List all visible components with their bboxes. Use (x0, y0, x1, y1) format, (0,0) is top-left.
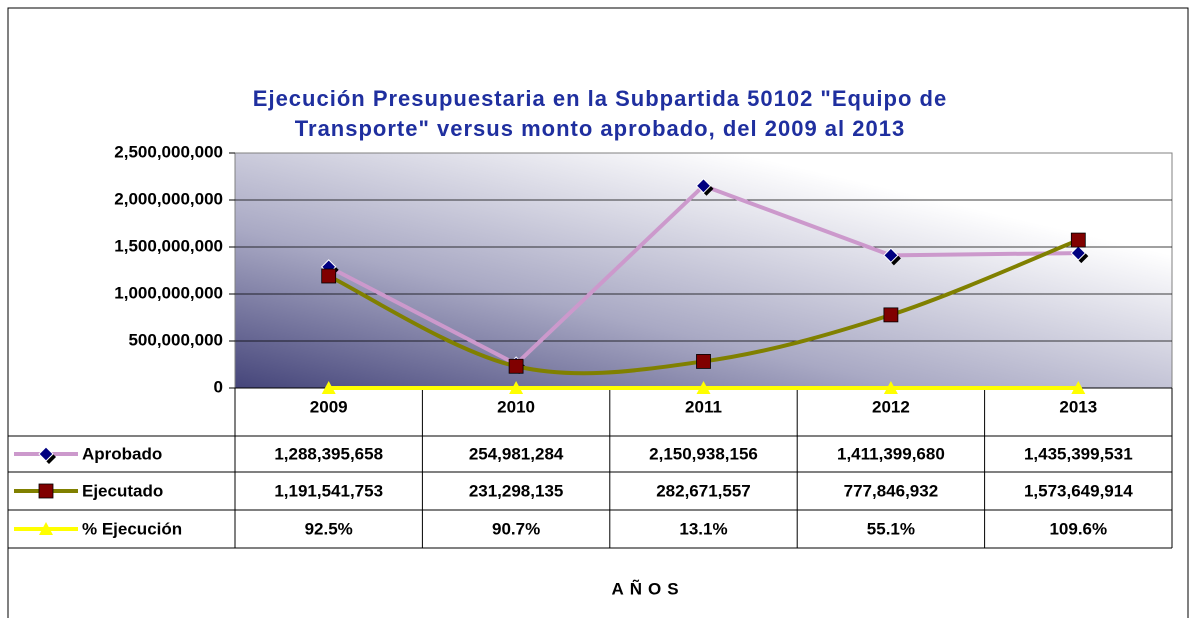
chart-title: Transporte" versus monto aprobado, del 2… (295, 116, 905, 141)
marker (1070, 245, 1087, 261)
table-cell: 1,573,649,914 (1024, 481, 1133, 500)
y-tick-label: 1,500,000,000 (114, 236, 223, 255)
marker (695, 178, 712, 194)
legend-label: Aprobado (82, 444, 162, 463)
x-tick-label: 2010 (497, 397, 535, 416)
legend-label: % Ejecución (82, 519, 182, 538)
table-cell: 92.5% (305, 519, 353, 538)
marker (509, 381, 524, 394)
x-tick-label: 2011 (685, 397, 722, 416)
x-axis-title: AÑOS (611, 578, 684, 598)
marker (1070, 232, 1086, 248)
legend-label: Ejecutado (82, 481, 163, 500)
table-cell: 231,298,135 (469, 481, 564, 500)
table-cell: 777,846,932 (844, 481, 939, 500)
marker (1071, 381, 1086, 394)
marker (508, 358, 524, 374)
table-cell: 282,671,557 (656, 481, 751, 500)
y-tick-label: 2,000,000,000 (114, 189, 223, 208)
table-cell: 90.7% (492, 519, 540, 538)
marker (883, 381, 898, 394)
table-cell: 254,981,284 (469, 444, 564, 463)
table-cell: 2,150,938,156 (649, 444, 758, 463)
x-tick-label: 2012 (872, 397, 910, 416)
y-tick-label: 1,000,000,000 (114, 283, 223, 302)
table-cell: 109.6% (1049, 519, 1107, 538)
table-cell: 55.1% (867, 519, 915, 538)
y-tick-label: 2,500,000,000 (114, 142, 223, 161)
marker (696, 381, 711, 394)
x-tick-label: 2013 (1059, 397, 1097, 416)
y-tick-label: 500,000,000 (128, 330, 223, 349)
marker (883, 247, 899, 264)
marker (696, 354, 711, 369)
marker (883, 307, 899, 323)
marker (38, 483, 54, 499)
table-cell: 13.1% (679, 519, 727, 538)
y-tick-label: 0 (214, 377, 223, 396)
table-cell: 1,191,541,753 (274, 481, 383, 500)
table-cell: 1,411,399,680 (837, 444, 945, 463)
table-cell: 1,435,399,531 (1024, 444, 1133, 463)
marker (39, 522, 53, 535)
x-tick-label: 2009 (310, 397, 348, 416)
table-cell: 1,288,395,658 (274, 444, 383, 463)
marker (321, 268, 337, 284)
chart-frame (7, 7, 1189, 618)
marker (38, 446, 54, 462)
chart-title: Ejecución Presupuestaria en la Subpartid… (253, 86, 947, 111)
marker (321, 381, 336, 394)
